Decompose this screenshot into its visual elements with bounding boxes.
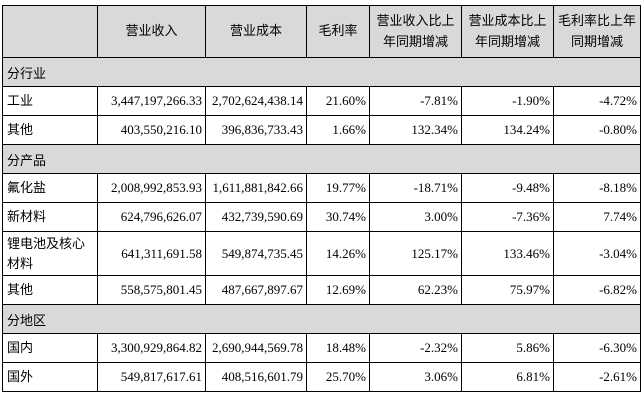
section-title: 分行业 xyxy=(2,57,641,87)
cell-margin-yoy: -6.82% xyxy=(553,275,641,305)
table-row-overseas: 国外 549,817,617.61 408,516,601.79 25.70% … xyxy=(2,362,641,392)
cell-margin-yoy: -6.30% xyxy=(553,333,641,363)
col-header-cost-yoy: 营业成本比上年同期增减 xyxy=(461,5,554,58)
cell-revenue-yoy: 3.06% xyxy=(369,362,462,392)
cell-margin-yoy: -2.61% xyxy=(553,362,641,392)
cell-revenue: 641,311,691.58 xyxy=(97,231,206,276)
col-header-margin-yoy: 毛利率比上年同期增减 xyxy=(553,5,641,58)
col-header-cost: 营业成本 xyxy=(205,5,307,58)
cell-cost-yoy: -7.36% xyxy=(461,202,554,232)
table-row-other-product: 其他 558,575,801.45 487,667,897.67 12.69% … xyxy=(2,275,641,305)
cell-gross-margin: 14.26% xyxy=(306,231,370,276)
row-label: 氟化盐 xyxy=(2,173,98,203)
cell-cost-yoy: 6.81% xyxy=(461,362,554,392)
cell-gross-margin: 25.70% xyxy=(306,362,370,392)
cell-gross-margin: 1.66% xyxy=(306,115,370,145)
col-header-revenue: 营业收入 xyxy=(97,5,206,58)
section-row-product: 分产品 xyxy=(2,144,641,174)
cell-gross-margin: 21.60% xyxy=(306,86,370,116)
section-row-region: 分地区 xyxy=(2,304,641,334)
cell-cost-yoy: -1.90% xyxy=(461,86,554,116)
row-label: 新材料 xyxy=(2,202,98,232)
row-label: 锂电池及核心材料 xyxy=(2,231,98,276)
row-label: 国内 xyxy=(2,333,98,363)
cell-revenue-yoy: 62.23% xyxy=(369,275,462,305)
financial-segment-table: 营业收入 营业成本 毛利率 营业收入比上年同期增减 营业成本比上年同期增减 毛利… xyxy=(2,5,641,392)
cell-cost: 408,516,601.79 xyxy=(205,362,307,392)
cell-revenue: 558,575,801.45 xyxy=(97,275,206,305)
cell-cost: 2,690,944,569.78 xyxy=(205,333,307,363)
cell-cost: 2,702,624,438.14 xyxy=(205,86,307,116)
cell-cost: 1,611,881,842.66 xyxy=(205,173,307,203)
section-title: 分地区 xyxy=(2,304,641,334)
cell-cost-yoy: 134.24% xyxy=(461,115,554,145)
row-label: 其他 xyxy=(2,275,98,305)
table-row-new-materials: 新材料 624,796,626.07 432,739,590.69 30.74%… xyxy=(2,202,641,232)
table-row-domestic: 国内 3,300,929,864.82 2,690,944,569.78 18.… xyxy=(2,333,641,363)
cell-margin-yoy: -3.04% xyxy=(553,231,641,276)
cell-gross-margin: 19.77% xyxy=(306,173,370,203)
cell-margin-yoy: -4.72% xyxy=(553,86,641,116)
cell-cost-yoy: 133.46% xyxy=(461,231,554,276)
row-label: 其他 xyxy=(2,115,98,145)
cell-revenue: 3,300,929,864.82 xyxy=(97,333,206,363)
table-row-fluoride-salt: 氟化盐 2,008,992,853.93 1,611,881,842.66 19… xyxy=(2,173,641,203)
cell-revenue-yoy: -18.71% xyxy=(369,173,462,203)
cell-gross-margin: 30.74% xyxy=(306,202,370,232)
cell-revenue: 3,447,197,266.33 xyxy=(97,86,206,116)
table-row-other-industry: 其他 403,550,216.10 396,836,733.43 1.66% 1… xyxy=(2,115,641,145)
cell-gross-margin: 12.69% xyxy=(306,275,370,305)
header-row: 营业收入 营业成本 毛利率 营业收入比上年同期增减 营业成本比上年同期增减 毛利… xyxy=(2,5,641,58)
cell-cost-yoy: -9.48% xyxy=(461,173,554,203)
cell-gross-margin: 18.48% xyxy=(306,333,370,363)
section-title: 分产品 xyxy=(2,144,641,174)
cell-cost: 549,874,735.45 xyxy=(205,231,307,276)
cell-revenue: 403,550,216.10 xyxy=(97,115,206,145)
col-header-empty xyxy=(2,5,98,58)
cell-revenue-yoy: -2.32% xyxy=(369,333,462,363)
cell-cost-yoy: 5.86% xyxy=(461,333,554,363)
cell-margin-yoy: -0.80% xyxy=(553,115,641,145)
cell-cost: 487,667,897.67 xyxy=(205,275,307,305)
cell-revenue-yoy: 132.34% xyxy=(369,115,462,145)
cell-revenue-yoy: 3.00% xyxy=(369,202,462,232)
cell-revenue-yoy: -7.81% xyxy=(369,86,462,116)
table-row-industrial: 工业 3,447,197,266.33 2,702,624,438.14 21.… xyxy=(2,86,641,116)
table-row-lithium-battery: 锂电池及核心材料 641,311,691.58 549,874,735.45 1… xyxy=(2,231,641,276)
cell-cost-yoy: 75.97% xyxy=(461,275,554,305)
cell-revenue: 2,008,992,853.93 xyxy=(97,173,206,203)
row-label: 国外 xyxy=(2,362,98,392)
cell-margin-yoy: -8.18% xyxy=(553,173,641,203)
cell-revenue-yoy: 125.17% xyxy=(369,231,462,276)
cell-cost: 432,739,590.69 xyxy=(205,202,307,232)
cell-cost: 396,836,733.43 xyxy=(205,115,307,145)
section-row-industry: 分行业 xyxy=(2,57,641,87)
cell-margin-yoy: 7.74% xyxy=(553,202,641,232)
col-header-revenue-yoy: 营业收入比上年同期增减 xyxy=(369,5,462,58)
col-header-gross-margin: 毛利率 xyxy=(306,5,370,58)
cell-revenue: 549,817,617.61 xyxy=(97,362,206,392)
cell-revenue: 624,796,626.07 xyxy=(97,202,206,232)
row-label: 工业 xyxy=(2,86,98,116)
